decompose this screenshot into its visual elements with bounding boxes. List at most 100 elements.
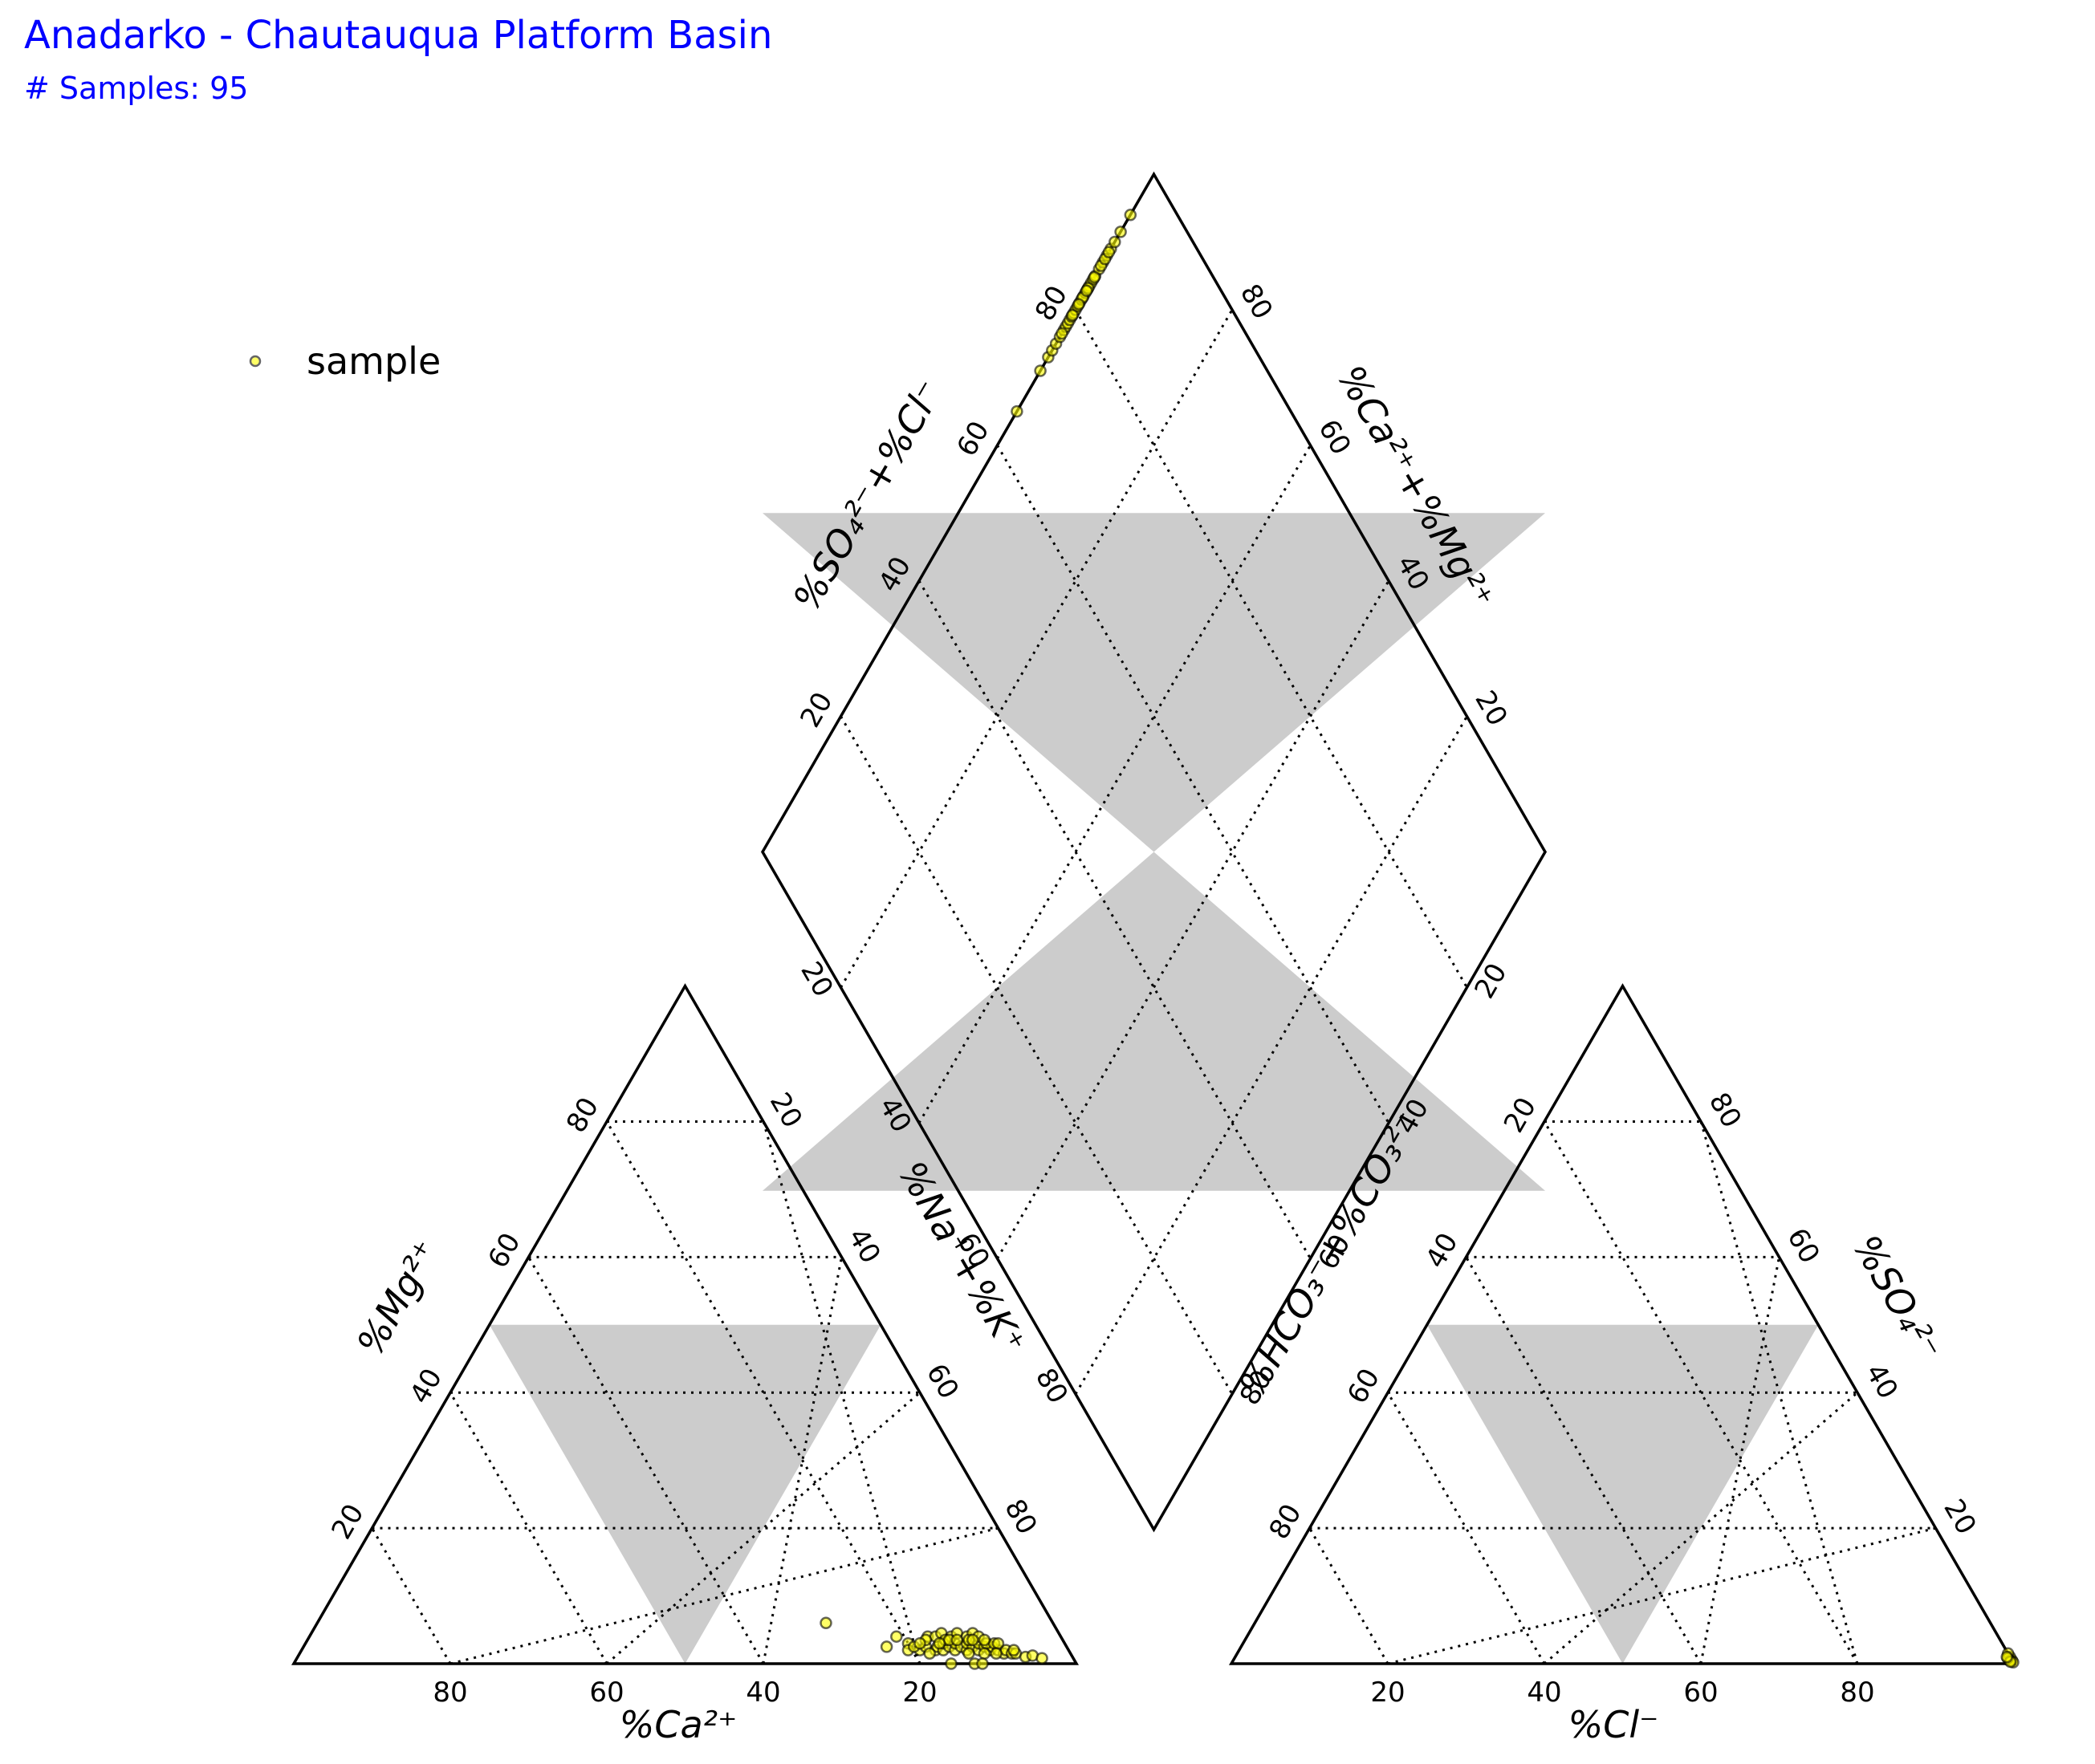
cation-point-43	[991, 1636, 1005, 1650]
diamond-point-27	[1109, 235, 1121, 249]
anion-point-7	[2000, 1650, 2013, 1664]
diamond-point-39	[1080, 284, 1093, 298]
diamond-point-0	[1011, 404, 1023, 418]
diamond-frame	[760, 171, 1548, 1533]
cation-point-56	[1007, 1644, 1020, 1656]
cation-point-1	[880, 1640, 893, 1653]
tick-so4-1: 40	[1859, 1359, 1904, 1404]
cation-point-52	[950, 1633, 964, 1647]
grid-R-b-3	[1699, 1121, 1859, 1664]
tick-hco3-0: 20	[1498, 1092, 1543, 1138]
grid-D-v-3	[1074, 715, 1468, 1395]
cation-point-44	[923, 1647, 936, 1660]
tick-nak-2: 60	[920, 1359, 965, 1404]
tick-nak-3: 80	[998, 1494, 1043, 1539]
grid-R-a-3	[1543, 1120, 1859, 1664]
grid-D-u-0	[840, 715, 1234, 1395]
tick-dlr-0: 20	[1468, 958, 1513, 1004]
tick-mg-0: 20	[325, 1498, 370, 1544]
frames-layer	[291, 171, 2017, 1665]
tick-so4-0: 20	[1937, 1494, 1982, 1539]
tick-mg-3: 80	[560, 1092, 605, 1138]
diamond-point-38	[1072, 298, 1085, 311]
tick-camg-0: 20	[1468, 685, 1513, 731]
grid-R-a-2	[1465, 1256, 1702, 1664]
tick-dll-0: 20	[794, 957, 839, 1002]
tick-so4-3: 80	[1702, 1087, 1747, 1133]
cation-point-28	[1035, 1652, 1048, 1664]
grid-L-a-0	[371, 1527, 452, 1664]
grid-L-b-3	[762, 1121, 921, 1664]
tick-mg-2: 60	[482, 1228, 527, 1274]
tick-camg-3: 80	[1234, 278, 1279, 324]
region-cation-triangle	[489, 1324, 881, 1664]
tick-dll-3: 80	[1029, 1363, 1074, 1408]
cation-point-49	[976, 1657, 989, 1670]
region-diamond-lower	[763, 852, 1545, 1191]
tick-hco3-1: 40	[1419, 1228, 1464, 1274]
legend-label: sample	[307, 339, 441, 383]
grid-R-b-0	[1387, 1526, 1936, 1665]
tick-cl-2: 60	[1683, 1677, 1718, 1709]
cation-point-42	[962, 1647, 975, 1660]
tick-cl-0: 20	[1370, 1677, 1405, 1709]
cation-point-41	[978, 1647, 991, 1660]
tick-ca-2: 40	[746, 1677, 780, 1709]
tick-cl-3: 80	[1840, 1677, 1874, 1709]
cation-point-47	[945, 1657, 958, 1670]
cation-point-54	[978, 1633, 991, 1647]
tick-so4cl-2: 60	[950, 416, 995, 461]
diamond-point-29	[1124, 209, 1137, 222]
diamond-point-36	[1102, 246, 1116, 258]
tick-so4-2: 60	[1780, 1223, 1825, 1269]
tick-nak-0: 20	[763, 1087, 808, 1133]
legend: sample	[249, 339, 441, 383]
anion-triangle-frame	[1228, 983, 2017, 1665]
axis-label-mg: %Mg²⁺	[348, 1233, 448, 1363]
cation-triangle-frame	[291, 983, 1080, 1665]
sample-count: # Samples: 95	[24, 71, 249, 106]
legend-marker	[249, 355, 262, 368]
diamond-point-28	[1114, 226, 1127, 238]
cation-point-53	[933, 1636, 946, 1650]
grid-D-u-3	[1074, 309, 1468, 989]
cation-point-58	[913, 1636, 926, 1650]
tick-mg-1: 40	[404, 1364, 449, 1409]
grid-R-a-0	[1308, 1527, 1389, 1664]
tick-camg-2: 60	[1312, 414, 1357, 460]
grid-D-v-0	[840, 309, 1234, 989]
tick-ca-1: 60	[589, 1677, 624, 1709]
grid-L-a-2	[527, 1256, 765, 1664]
cation-point-59	[966, 1633, 979, 1647]
grid-D-u-2	[996, 445, 1390, 1124]
region-anion-triangle	[1426, 1324, 1819, 1664]
tick-ca-0: 80	[433, 1677, 467, 1709]
grid-D-u-1	[917, 579, 1312, 1259]
grid-layer	[371, 309, 1936, 1665]
axis-label-so4: %SO₄²⁻	[1845, 1228, 1951, 1368]
axis-label-ca: %Ca²⁺	[620, 1703, 738, 1746]
tick-hco3-3: 80	[1263, 1498, 1308, 1544]
axis-label-cl: %Cl⁻	[1568, 1703, 1659, 1746]
diamond-point-30	[1056, 327, 1068, 340]
diamond-point-37	[1066, 308, 1079, 322]
grid-L-b-0	[450, 1526, 999, 1665]
points-layer	[820, 209, 2020, 1670]
regions-layer	[489, 513, 1819, 1664]
cation-point-46	[890, 1630, 903, 1643]
cation-point-55	[990, 1647, 1003, 1660]
region-diamond-upper	[763, 513, 1545, 852]
tick-hco3-2: 60	[1341, 1364, 1386, 1409]
tick-ca-3: 20	[902, 1677, 937, 1709]
diamond-point-1	[1034, 364, 1047, 377]
tick-so4cl-0: 20	[794, 687, 839, 733]
grid-D-v-1	[917, 445, 1312, 1124]
tick-nak-1: 40	[841, 1223, 886, 1269]
grid-D-v-2	[996, 579, 1390, 1259]
cation-point-0	[820, 1616, 832, 1630]
diamond-point-33	[1088, 270, 1101, 284]
tick-cl-1: 40	[1527, 1677, 1561, 1709]
chart-title: Anadarko - Chautauqua Platform Basin	[24, 13, 773, 58]
grid-L-a-3	[605, 1120, 921, 1664]
